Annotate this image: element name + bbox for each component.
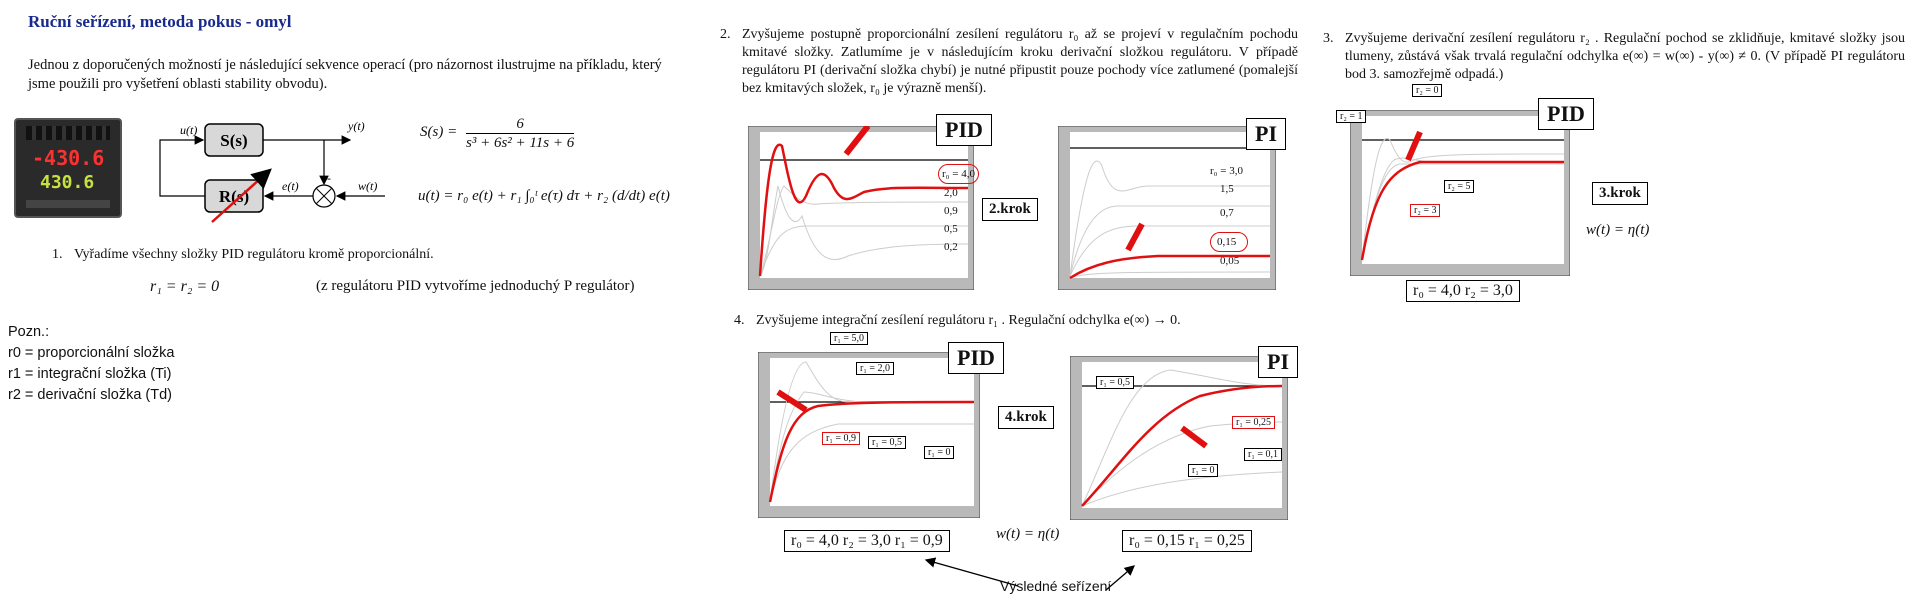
step3-params: r₀ = 4,0 r₂ = 3,0 (1406, 280, 1520, 302)
step3-num: 3. (1323, 31, 1334, 46)
step3-label: r₂ = 5 (1444, 180, 1475, 193)
step2-krok: 2.krok (982, 198, 1038, 221)
step2-pid-arrow (843, 126, 871, 156)
step4-pid-params: r₀ = 4,0 r₂ = 3,0 r₁ = 0,9 (784, 530, 950, 552)
pozn-block: Pozn.: r0 = proporcionální složka r1 = i… (8, 322, 174, 406)
step4-pid-label: r₁ = 0 (924, 446, 955, 459)
result-caption: Výsledné seřízení (1000, 578, 1112, 594)
controller-device-image: -430.6 430.6 (14, 118, 122, 218)
step4-pid-tag: PID (948, 342, 1004, 374)
step4-pid-label: r₁ = 0,5 (868, 436, 906, 449)
pozn-r1: r1 = integrační složka (Ti) (8, 366, 172, 382)
controller-display-bottom: 430.6 (40, 172, 95, 193)
step4-pid-label: r₁ = 0,9 (822, 432, 860, 445)
step2-pi-plot (1058, 126, 1276, 290)
formula-s: S(s) = (420, 124, 457, 141)
step4-pi-label: r₁ = 0,1 (1244, 448, 1282, 461)
step4: 4. Zvyšujeme integrační zesílení regulát… (734, 312, 1316, 330)
step2-pi-label: 0,05 (1220, 255, 1240, 267)
step4-text: Zvyšujeme integrační zesílení regulátoru… (756, 313, 1181, 328)
step2-text: Zvyšujeme postupně proporcionální zesíle… (742, 27, 1298, 96)
step2-pid-label: 0,5 (944, 223, 958, 235)
step1-num: 1. (52, 247, 63, 262)
step4-pid-label: r₁ = 2,0 (856, 362, 894, 375)
step2-pid-tag: PID (936, 114, 992, 146)
step1-eq: r₁ = r₂ = 0 (150, 278, 220, 295)
pozn-r0: r0 = proporcionální složka (8, 345, 175, 361)
step4-pi-plot (1070, 356, 1288, 520)
step2-pi-arrow (1125, 222, 1145, 252)
step2-pi-tag: PI (1246, 118, 1286, 150)
step4-pi-label: r₁ = 0,5 (1096, 376, 1134, 389)
step4-krok: 4.krok (998, 406, 1054, 429)
step2-pi-label: r₀ = 3,0 (1210, 165, 1243, 177)
intro-text: Jednou z doporučených možností je násled… (28, 57, 662, 92)
result-arrows (924, 557, 1135, 591)
step2-pid-plot (748, 126, 974, 290)
step2-pi-labels: r₀ = 3,0 1,5 0,7 0,15 0,05 (1210, 162, 1248, 270)
step4-pid-label: r₁ = 5,0 (830, 332, 868, 345)
step4-pid-arrow (776, 389, 808, 413)
step2-pid-labels: r₀ = 4,0 2,0 0,9 0,5 0,2 (938, 164, 979, 256)
step2-pid-label: 2,0 (944, 187, 958, 199)
formula-s-den: s³ + 6s² + 11s + 6 (466, 133, 575, 151)
step3-arrow (1405, 130, 1423, 162)
step3-w-eq: w(t) = η(t) (1586, 222, 1650, 238)
formula-s-lhs: S(s) = (420, 124, 458, 140)
step4-pi-params: r₀ = 0,15 r₁ = 0,25 (1122, 530, 1252, 552)
step3-plot (1350, 110, 1570, 276)
step4-pi-tag: PI (1258, 346, 1298, 378)
u-label: u(t) (180, 123, 197, 137)
step4-num: 4. (734, 313, 745, 328)
e-label: e(t) (282, 179, 299, 193)
r-label: R(s) (219, 187, 249, 206)
page-title: Ruční seřízení, metoda pokus - omyl (28, 12, 292, 31)
controller-display-top: -430.6 (32, 146, 105, 170)
step3-label: r₂ = 0 (1412, 84, 1443, 97)
formula-u: u(t) = r₀ e(t) + r₁ ∫₀ᵗ e(τ) dτ + r₂ (d/… (418, 188, 670, 204)
step3-text: Zvyšujeme derivační zesílení regulátoru … (1345, 31, 1905, 82)
step1-note: (z regulátoru PID vytvoříme jednoduchý P… (316, 278, 635, 294)
step3-pid-tag: PID (1538, 98, 1594, 130)
minus-sign: - (327, 171, 331, 185)
step1: 1. Vyřadíme všechny složky PID regulátor… (52, 246, 634, 264)
step2-pi-label: 0,15 (1210, 232, 1248, 252)
step4-w-eq: w(t) = η(t) (996, 526, 1060, 542)
step2-pi-label: 1,5 (1220, 183, 1234, 195)
y-label: y(t) (347, 119, 365, 133)
pozn-head: Pozn.: (8, 324, 50, 340)
step2-pid-label: 0,2 (944, 241, 958, 253)
step3: 3. Zvyšujeme derivační zesílení reguláto… (1323, 30, 1905, 84)
step3-label: r₂ = 3 (1410, 204, 1441, 217)
formula-s-fraction: 6 s³ + 6s² + 11s + 6 (466, 116, 575, 152)
w-label: w(t) (358, 179, 377, 193)
s-label: S(s) (220, 131, 247, 150)
formula-s-num: 6 (516, 116, 524, 132)
step3-krok: 3.krok (1592, 182, 1648, 205)
step2-pid-label: 0,9 (944, 205, 958, 217)
step2-pid-label: r₀ = 4,0 (938, 164, 979, 184)
step1-text: Vyřadíme všechny složky PID regulátoru k… (74, 247, 434, 262)
pozn-r2: r2 = derivační složka (Td) (8, 387, 172, 403)
block-diagram: S(s) R(s) u(t) y(t) e(t) w(t) - (159, 119, 385, 223)
step4-pi-label: r₁ = 0 (1188, 464, 1219, 477)
step2-pi-label: 0,7 (1220, 207, 1234, 219)
step4-pi-label: r₁ = 0,25 (1232, 416, 1275, 429)
step4-pid-plot (758, 352, 980, 518)
step4-pi-arrow (1180, 425, 1208, 449)
step2-num: 2. (720, 27, 731, 42)
step2: 2. Zvyšujeme postupně proporcionální zes… (720, 26, 1298, 98)
step3-label: r₂ = 1 (1336, 110, 1367, 123)
